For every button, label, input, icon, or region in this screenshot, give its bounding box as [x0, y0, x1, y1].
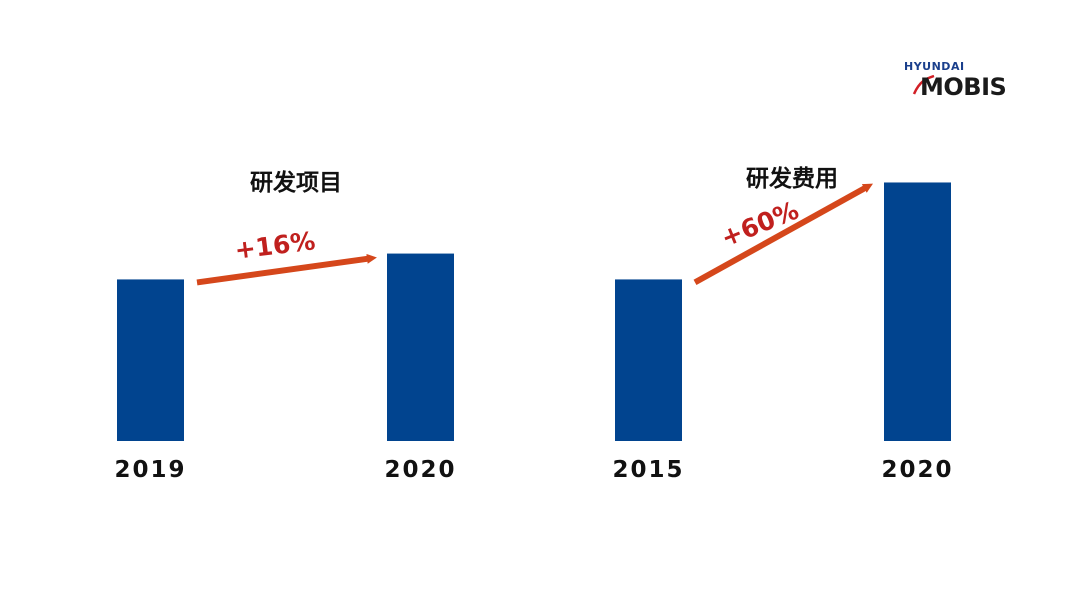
- x-tick-label: 2019: [114, 457, 186, 483]
- swoosh-icon: [912, 74, 935, 95]
- chart-title: 研发项目: [250, 169, 342, 196]
- logo-name-text: MOBIS: [920, 73, 1007, 101]
- x-tick-label: 2020: [384, 457, 456, 483]
- x-tick-label: 2015: [612, 457, 684, 483]
- growth-label: +16%: [233, 226, 317, 265]
- growth-arrow: [693, 183, 873, 286]
- chart-1: 研发项目 2019 2020 +16%: [114, 169, 456, 483]
- bar-2019: [117, 279, 184, 441]
- chart-title: 研发费用: [746, 165, 838, 192]
- x-tick-label: 2020: [881, 457, 953, 483]
- logo-brand-text: HYUNDAI: [904, 60, 965, 73]
- hyundai-mobis-logo: HYUNDAI MOBIS: [902, 60, 1014, 104]
- bar-2020: [884, 182, 951, 441]
- bar-2020: [387, 253, 454, 441]
- growth-arrow: [196, 253, 377, 286]
- bar-2015: [615, 279, 682, 441]
